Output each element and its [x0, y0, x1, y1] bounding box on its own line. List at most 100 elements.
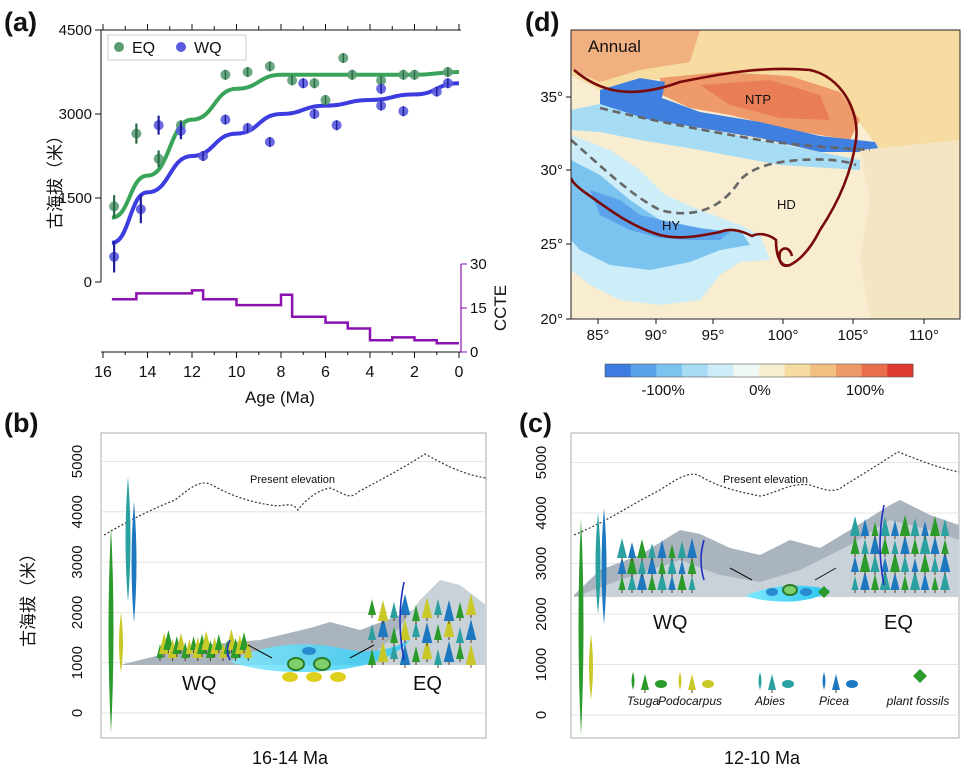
tree-east — [850, 536, 860, 554]
tsuga-icon-tree — [641, 674, 649, 690]
panel-b-basin-water — [230, 640, 410, 672]
tree-west — [688, 576, 696, 590]
tree-east — [368, 599, 376, 615]
tree-east — [880, 537, 890, 554]
tree-east — [377, 641, 389, 662]
tree-east — [443, 616, 455, 637]
region-hd-label: HD — [777, 197, 796, 212]
tree-west — [618, 576, 626, 590]
ccte-step-line — [111, 289, 459, 345]
tree-west — [617, 538, 627, 558]
species-legend-label: Tsuga — [627, 694, 660, 708]
tree-east — [859, 551, 871, 572]
colorbar-swatch — [656, 364, 683, 377]
map-ytick-label: 30° — [540, 162, 563, 179]
tree-east — [412, 646, 420, 662]
tree-west — [627, 573, 637, 590]
panel-a-xlabel: Age (Ma) — [245, 388, 315, 407]
tree-east — [465, 619, 477, 640]
panel-c-trees — [617, 504, 951, 598]
tree-east — [879, 569, 891, 590]
map-ntp-hot-core — [700, 80, 830, 120]
tree-east — [421, 622, 433, 643]
eq-bracket — [879, 504, 885, 586]
pollen-grain — [800, 588, 812, 596]
panel-a-y2tick-label: 30 — [470, 256, 487, 273]
tree-east — [421, 638, 433, 659]
tree-east — [850, 516, 860, 536]
tree-east — [390, 627, 398, 643]
tree-east — [861, 539, 869, 554]
tree-west — [243, 641, 253, 658]
panel-a-ytick-label: 1500 — [59, 190, 92, 207]
abies-icon-tree — [768, 674, 776, 690]
flow-arrow — [349, 644, 375, 659]
panel-b-time-label: 16-14 Ma — [252, 748, 329, 768]
panel-a-label: (a) — [4, 7, 37, 37]
legend-eq-marker — [114, 42, 124, 52]
map-sw-cold-deep — [590, 190, 730, 240]
colorbar-swatch — [605, 364, 632, 377]
abies-range — [595, 513, 601, 614]
tree-east — [860, 571, 870, 590]
panel-a-xtick-label: 8 — [277, 364, 286, 381]
tree-east — [871, 574, 879, 590]
species-legend-label: Podocarpus — [658, 694, 722, 708]
tree-west — [219, 643, 227, 658]
panel-c-label: (c) — [519, 408, 552, 438]
panel-a-y2tick-label: 15 — [470, 300, 487, 317]
legend-wq-label: WQ — [194, 40, 222, 57]
tree-west — [647, 555, 657, 574]
tree-east — [891, 540, 899, 554]
elevation-tick-label: 5000 — [69, 445, 86, 478]
podocarpus-icon-grain — [702, 680, 714, 688]
tree-east — [881, 557, 889, 572]
tree-west — [239, 632, 249, 650]
present-elevation-label-c: Present elevation — [723, 474, 808, 486]
tree-west — [687, 538, 697, 558]
tree-east — [851, 556, 859, 572]
colorbar-swatch — [759, 364, 786, 377]
panel-a-legend: EQ WQ — [107, 34, 247, 61]
tree-east — [851, 576, 859, 590]
elevation-tick-label: 4000 — [69, 495, 86, 528]
colorbar-swatch — [733, 364, 760, 377]
tree-east — [940, 571, 950, 590]
colorbar-label: -100% — [641, 382, 684, 399]
panel-b-wq-label: WQ — [182, 673, 216, 695]
tree-west — [648, 574, 656, 590]
tree-east — [891, 520, 899, 536]
abies-icon — [758, 672, 762, 690]
wq-bracket — [226, 639, 231, 661]
panel-a-y2tick-label: 0 — [470, 344, 478, 361]
tree-east — [939, 551, 951, 572]
panel-a-xtick-label: 4 — [366, 364, 375, 381]
tree-west — [627, 554, 637, 574]
pollen-grain — [302, 647, 316, 655]
picea-icon-tree — [832, 674, 840, 690]
panel-c-wq-label: WQ — [653, 612, 687, 634]
map-xtick-label: 90° — [645, 327, 668, 344]
tsuga-icon — [631, 672, 635, 690]
map-xtick-label: 95° — [702, 327, 725, 344]
tree-west — [163, 630, 174, 650]
region-boundary-south — [571, 139, 857, 215]
present-elevation-line-c — [573, 451, 960, 536]
tree-east — [941, 539, 949, 554]
tree-east — [930, 536, 940, 554]
map-ytick-label: 25° — [540, 236, 563, 253]
tree-east — [456, 602, 464, 618]
panel-a-xtick-label: 14 — [139, 364, 157, 381]
tree-west — [638, 558, 646, 574]
map-cold-band — [600, 78, 880, 152]
pollen-grain — [330, 672, 346, 682]
tree-east — [456, 627, 464, 643]
panel-a-xtick-label: 10 — [228, 364, 246, 381]
colorbar-swatch — [836, 364, 863, 377]
region-ntp-label: NTP — [745, 92, 771, 107]
tree-east — [368, 649, 376, 665]
elevation-tick-label: 3000 — [69, 545, 86, 578]
elevation-tick-label: 5000 — [533, 446, 550, 479]
map-east-cool — [860, 140, 960, 319]
